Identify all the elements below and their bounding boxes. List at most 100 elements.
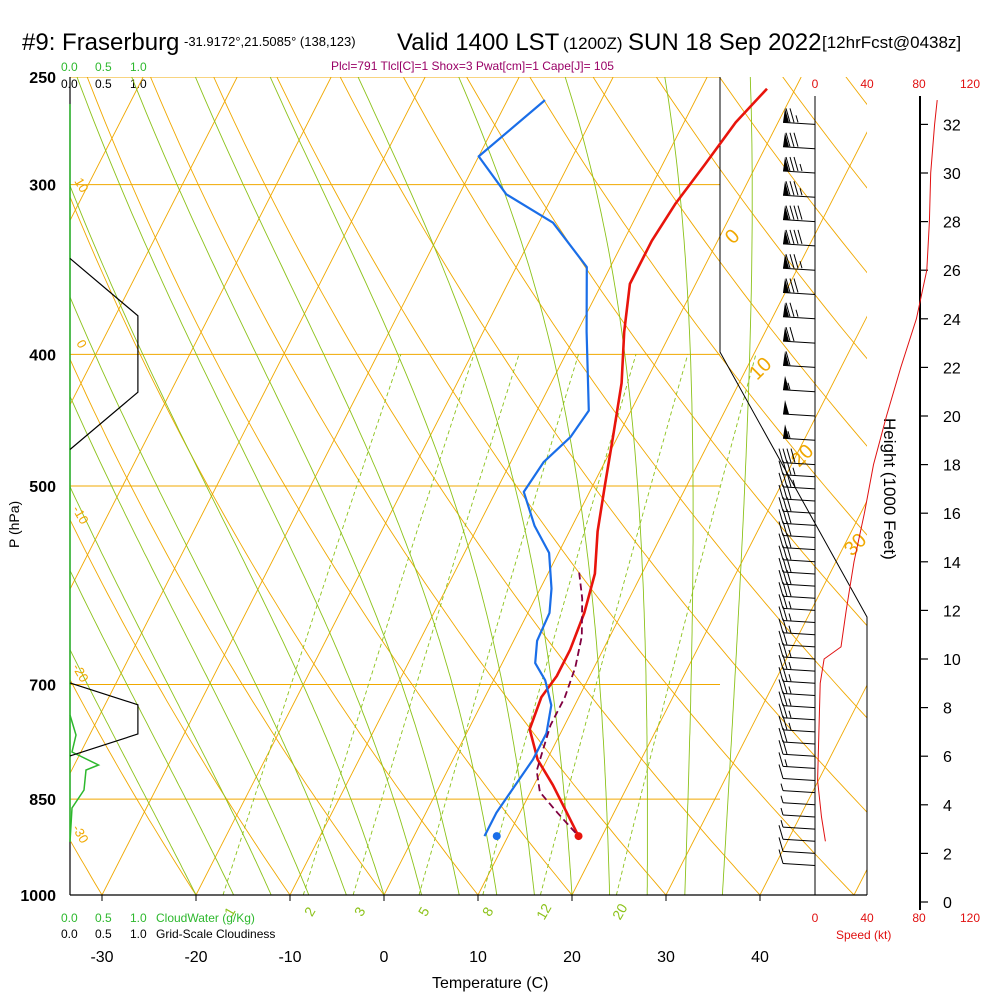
height-tick-label: 14 — [943, 555, 961, 572]
wind-barb-staff — [782, 838, 816, 842]
wind-barb-feather — [789, 108, 795, 123]
wind-barb-pennant — [783, 327, 789, 342]
mixing-ratio-line — [302, 354, 475, 895]
wind-barb-staff — [782, 790, 816, 794]
cloud-scale-bottom-black-1: 0.5 — [95, 927, 112, 941]
cloudiness-label: Grid-Scale Cloudiness — [156, 927, 275, 941]
wind-barb-feather — [778, 655, 784, 670]
wind-barb — [778, 484, 816, 502]
wind-barb-feather — [782, 509, 788, 524]
moist-adiabat — [664, 77, 694, 895]
dry-adiabat — [592, 77, 867, 447]
wind-barb — [778, 825, 816, 842]
wind-barb-feather — [778, 509, 784, 524]
wind-barb-pennant — [783, 278, 789, 293]
isotherm — [70, 77, 332, 591]
x-tick-label: 20 — [563, 949, 581, 966]
height-tick-label: 4 — [943, 798, 952, 815]
mixing-ratio-line — [615, 354, 757, 895]
wind-barb-staff — [782, 121, 816, 125]
wind-barb — [778, 497, 816, 514]
wind-barb-half-feather — [792, 467, 796, 475]
wind-barb — [782, 229, 816, 247]
wind-barb-half-feather — [780, 795, 784, 803]
wind-barb-feather — [782, 655, 788, 670]
wind-barb-feather — [778, 715, 784, 731]
wind-barb-feather — [793, 254, 799, 269]
valid-date: SUN 18 Sep 2022 — [628, 29, 821, 56]
wind-barb-feather — [778, 557, 784, 573]
y-tick-label: 1000 — [20, 888, 56, 905]
wind-barb-feather — [790, 448, 796, 463]
cloudiness-profile-1 — [69, 257, 139, 450]
wind-barb-half-feather — [788, 674, 792, 682]
parcel-line — [535, 568, 584, 834]
wind-barb — [778, 448, 816, 466]
wind-barb-pennant — [783, 351, 789, 366]
cloud-scale-bottom-green-2: 1.0 — [130, 911, 147, 925]
wind-barb-feather — [778, 618, 784, 633]
wind-barb-feather — [789, 254, 795, 269]
wind-barb — [778, 740, 816, 757]
wind-barb-half-feather — [799, 261, 803, 269]
dry-adiabat — [891, 53, 1000, 924]
y-tick-label: 400 — [29, 347, 56, 364]
isotherm — [70, 77, 238, 406]
wind-barb-feather — [789, 278, 795, 293]
wind-barb-staff — [782, 778, 816, 781]
wind-barb-feather — [782, 727, 788, 743]
wind-barb — [778, 569, 816, 587]
wind-barb-staff — [782, 583, 816, 587]
isotherm — [70, 77, 426, 775]
wind-barb-feather — [782, 533, 788, 548]
wind-barb-feather — [786, 460, 792, 475]
wind-barb — [782, 156, 816, 174]
wind-barb-feather — [782, 642, 788, 658]
wind-barb-staff — [782, 474, 816, 478]
wind-barb — [780, 807, 816, 818]
x-tick-label: -30 — [90, 949, 113, 966]
wind-barb-feather — [793, 205, 799, 220]
wind-barb-feather — [786, 484, 792, 500]
wind-barb-staff — [782, 802, 816, 806]
dry-adiabat — [953, 53, 1000, 924]
wind-barb-half-feather — [788, 686, 792, 694]
moist-adiabat — [70, 295, 347, 895]
wind-barb-staff — [782, 547, 816, 551]
dry-adiabat — [70, 518, 291, 895]
wind-barb-feather — [793, 278, 799, 293]
wind-barb-half-feather — [787, 382, 791, 390]
wind-barb-half-feather — [795, 309, 799, 317]
wind-barb — [778, 752, 816, 769]
wind-barb-staff — [782, 595, 816, 599]
wind-barb-feather — [782, 582, 788, 597]
wind-barb-feather — [785, 302, 791, 317]
forecast-label: [12hrFcst@0438z] — [822, 33, 961, 52]
wind-barb-staff — [782, 194, 816, 198]
mixing-ratio-label: 5 — [415, 904, 433, 919]
height-tick-label: 10 — [943, 652, 961, 669]
dry-adiabat — [402, 77, 867, 719]
wind-barb-staff — [782, 692, 816, 696]
moist-adiabat-label: -20 — [69, 661, 91, 685]
height-tick-label: 12 — [943, 603, 961, 620]
wind-barb-staff — [782, 292, 816, 295]
wind-barb-staff — [782, 316, 816, 320]
speed-tick-top-2: 80 — [912, 77, 926, 91]
wind-barb-feather — [782, 691, 788, 706]
wind-barb-staff — [782, 437, 816, 441]
y-tick-label: 500 — [29, 479, 56, 496]
height-tick-label: 8 — [943, 701, 952, 718]
wind-barb — [778, 533, 816, 551]
wind-barb-staff — [782, 522, 816, 526]
wind-barb-feather — [778, 545, 784, 560]
station-coords: -31.9172°,21.5085° (138,123) — [184, 34, 356, 49]
wind-barb-feather — [778, 569, 784, 585]
wind-barb-staff — [782, 644, 816, 648]
wind-barb-half-feather — [788, 710, 792, 718]
wind-barb-staff — [782, 243, 816, 247]
wind-barb-feather — [778, 849, 784, 864]
isotherm — [853, 868, 867, 895]
wind-barb-half-feather — [799, 188, 803, 196]
wind-barb-feather — [778, 533, 784, 548]
